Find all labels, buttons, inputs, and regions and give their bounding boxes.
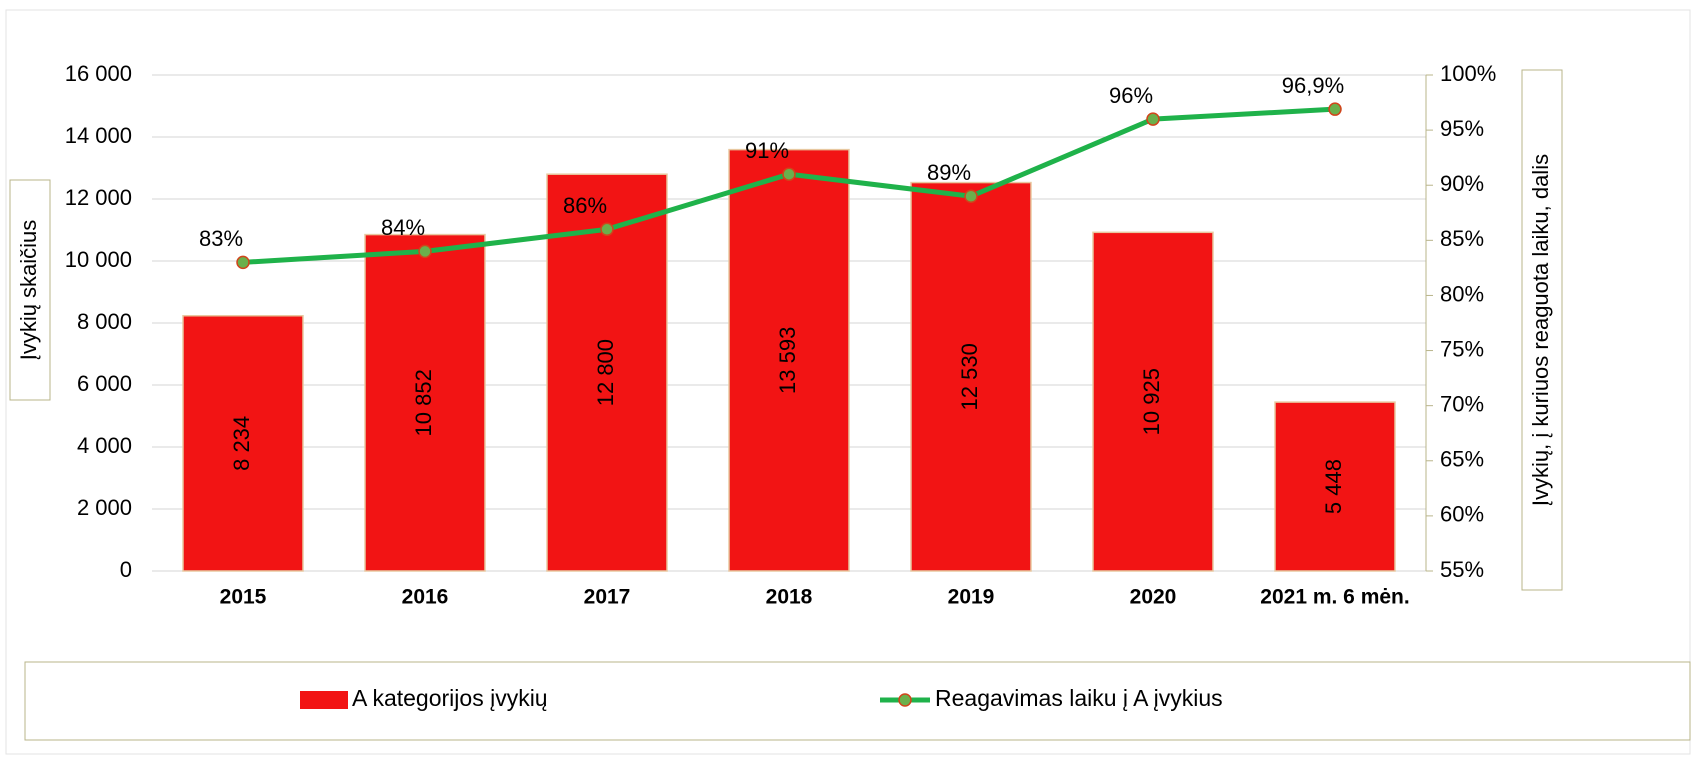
line-marker [1328,102,1342,116]
bar [910,181,1032,572]
x-tick-label: 2019 [948,586,995,609]
y-tick-label: 12 000 [65,185,132,210]
x-tick-label: 2020 [1130,586,1177,609]
y2-tick-label: 70% [1440,391,1484,416]
bar-value-label: 5 448 [1321,459,1346,514]
y2-tick-label: 90% [1440,171,1484,196]
x-tick-label: 2017 [584,586,631,609]
legend-box [24,661,1691,741]
bar [364,233,486,572]
y2-tick-label: 75% [1440,336,1484,361]
bar [1274,401,1396,572]
legend-label: Reagavimas laiku į A įvykius [935,685,1223,711]
y2-axis-label: Įvykių, į kuriuos reaguota laiku, dalis [1528,154,1553,506]
line-value-label: 83% [199,226,243,251]
legend-label: A kategorijos įvykių [352,685,548,711]
y2-tick-label: 60% [1440,502,1484,527]
line-marker [782,167,796,181]
y-tick-label: 2 000 [77,495,132,520]
legend-swatch [300,691,348,709]
chart-border [5,9,1691,755]
bar-value-label: 8 234 [229,416,254,471]
bar [1092,231,1214,572]
line-value-label: 84% [381,215,425,240]
y2-label-box [1521,69,1563,591]
line-marker [236,255,250,270]
line-value-label: 89% [927,160,971,185]
line-marker [418,244,432,259]
y-tick-label: 4 000 [77,433,132,458]
bar-value-label: 10 925 [1139,368,1164,435]
line-marker [1146,112,1160,126]
line-value-label: 91% [745,138,789,163]
bar-value-label: 12 800 [593,339,618,406]
bar-value-label: 10 852 [411,369,436,436]
x-tick-label: 2016 [402,586,449,609]
y2-tick-label: 65% [1440,447,1484,472]
line-marker [964,189,978,203]
y2-tick-label: 100% [1440,61,1496,86]
x-tick-label: 2021 m. 6 mėn. [1260,586,1409,609]
y-tick-label: 16 000 [65,61,132,86]
bar [728,148,850,572]
line-value-label: 96% [1109,83,1153,108]
bar [182,314,304,572]
line-value-label: 96,9% [1282,73,1344,98]
y-tick-label: 0 [120,557,132,582]
x-tick-label: 2015 [220,586,267,609]
y2-tick-label: 55% [1440,557,1484,582]
bar-value-label: 13 593 [775,327,800,394]
y-axis-label: Įvykių skaičius [16,220,41,361]
y-label-box [9,179,51,401]
y2-tick-label: 85% [1440,226,1484,251]
line-marker [600,222,614,237]
y2-tick-label: 95% [1440,116,1484,141]
y-tick-label: 10 000 [65,247,132,272]
y-tick-label: 6 000 [77,371,132,396]
bar-value-label: 12 530 [957,343,982,410]
legend-marker [898,693,912,707]
y2-tick-label: 80% [1440,281,1484,306]
y-tick-label: 14 000 [65,123,132,148]
y-tick-label: 8 000 [77,309,132,334]
line-value-label: 86% [563,193,607,218]
bar [546,173,668,572]
x-tick-label: 2018 [766,586,813,609]
